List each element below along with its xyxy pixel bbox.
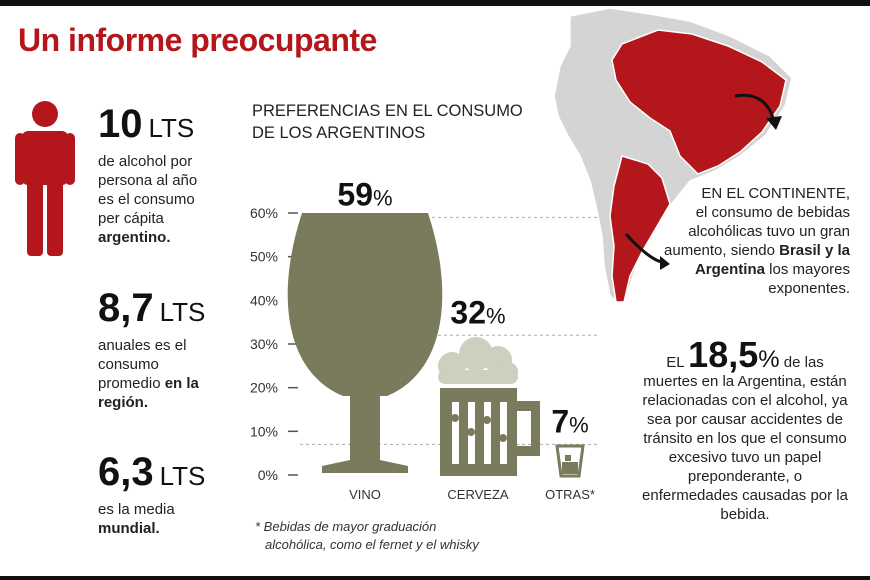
consumption-chart: 0% 10% 20% 30% 40% 50% 60% VINO 59% CERVEZA 32% OT… (250, 176, 600, 502)
beer-mug-bar (438, 337, 540, 476)
y-tick-label: 40% (250, 292, 278, 308)
data-value-label: 59% (337, 176, 392, 212)
deaths-value: 18,5 (688, 334, 759, 375)
stat-unit: LTS (148, 113, 195, 143)
deaths-sign: % (758, 346, 780, 373)
y-tick-label: 20% (250, 380, 278, 396)
stat-per-capita: 10 LTS de alcohol por persona al año es e… (98, 104, 210, 247)
y-tick-label: 10% (250, 423, 278, 439)
x-category-label: CERVEZA (447, 487, 508, 502)
continent-text: EN EL CONTINENTE, el consumo de bebidas … (664, 185, 850, 297)
stat-description: es la media mundial. (98, 501, 175, 537)
argentina-region (609, 155, 671, 303)
x-category-label: VINO (349, 487, 381, 502)
south-america-map (553, 7, 793, 306)
chart-footnote: * Bebidas de mayor graduación alcohólica… (255, 519, 479, 552)
page-title: Un informe preocupante (18, 22, 377, 58)
chart-title: PREFERENCIAS EN EL CONSUMO DE LOS ARGENT… (252, 102, 523, 142)
top-border (0, 0, 870, 6)
brazil-region (611, 29, 787, 175)
stat-unit: LTS (159, 461, 206, 491)
stat-description: de alcohol por persona al año es el cons… (98, 153, 198, 246)
stat-value: 6,3 (98, 450, 154, 494)
deaths-description: de las muertes en la Argentina, están re… (642, 354, 848, 523)
x-category-label: OTRAS* (545, 487, 595, 502)
y-tick-label: 0% (258, 467, 278, 483)
y-tick-label: 60% (250, 205, 278, 221)
stat-value: 8,7 (98, 286, 154, 330)
stat-description: anuales es el consumo promedio en la reg… (98, 337, 199, 411)
y-tick-label: 50% (250, 249, 278, 265)
y-tick-label: 30% (250, 336, 278, 352)
data-value-label: 7% (551, 403, 588, 439)
bottom-border (0, 576, 870, 580)
deaths-prefix: EL (666, 354, 684, 371)
stat-region: 8,7 LTS anuales es el consumo promedio en… (98, 288, 206, 412)
stat-value: 10 (98, 102, 143, 146)
stat-unit: LTS (159, 297, 206, 327)
wine-glass-bar (287, 213, 443, 473)
stat-world: 6,3 LTS es la media mundial. (98, 452, 205, 538)
data-value-label: 32% (450, 294, 505, 330)
liquor-glass-bar (555, 444, 585, 478)
person-icon (15, 101, 75, 256)
deaths-text: EL 18,5% de las muertes en la Argentina,… (640, 337, 850, 524)
